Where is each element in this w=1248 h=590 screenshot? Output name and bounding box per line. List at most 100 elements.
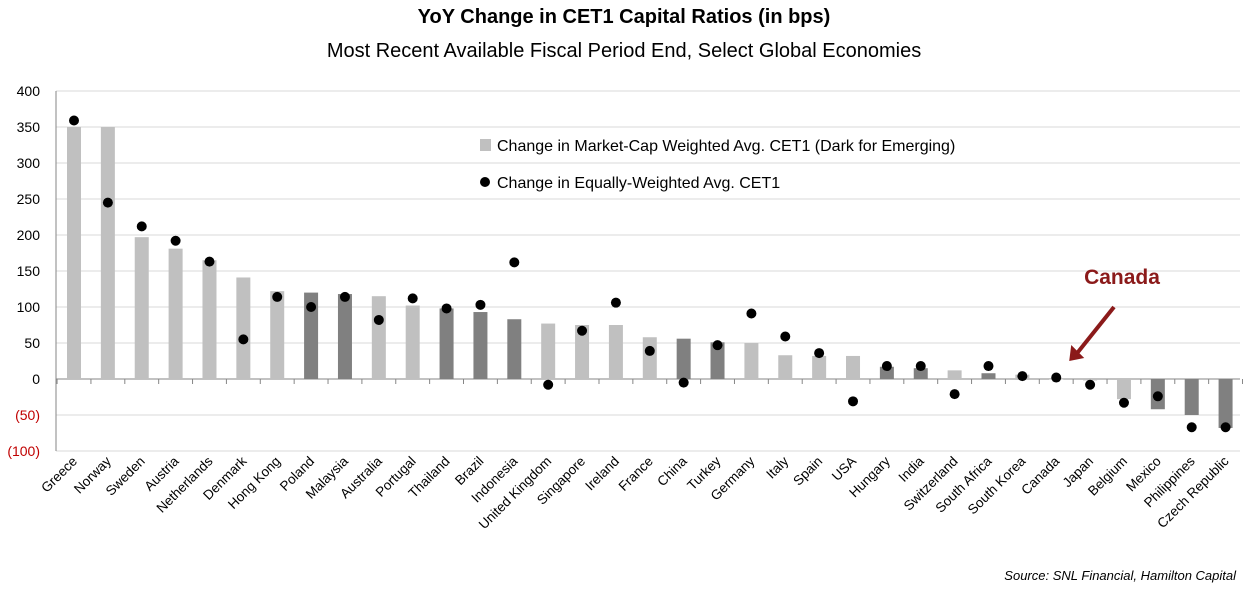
chart-subtitle: Most Recent Available Fiscal Period End,… bbox=[326, 40, 922, 62]
bar bbox=[981, 373, 996, 379]
bar bbox=[1184, 379, 1199, 415]
y-tick-label: (50) bbox=[15, 407, 40, 423]
bar bbox=[439, 308, 454, 379]
gridlines bbox=[56, 90, 1240, 452]
legend-dot-swatch bbox=[480, 177, 490, 187]
category-label: USA bbox=[829, 454, 859, 484]
dot bbox=[1017, 371, 1028, 382]
dot bbox=[1085, 379, 1096, 390]
bar bbox=[676, 338, 691, 379]
dot bbox=[543, 379, 554, 390]
bar bbox=[642, 337, 657, 379]
callout-arrow-shaft bbox=[1075, 305, 1116, 355]
dot bbox=[915, 361, 926, 372]
axes: 400 350 300 250 200 150 100 50 0 (50) (100) bbox=[7, 83, 1244, 459]
bars bbox=[67, 127, 1233, 428]
bar bbox=[168, 248, 183, 379]
bar bbox=[812, 355, 827, 379]
dot bbox=[1220, 422, 1231, 433]
category-label: Canada bbox=[1018, 453, 1062, 497]
bar bbox=[541, 323, 556, 379]
dot bbox=[848, 396, 859, 407]
dot bbox=[577, 325, 588, 336]
callout-label: Canada bbox=[1084, 266, 1160, 289]
callout-arrow-head bbox=[1069, 345, 1085, 361]
bar bbox=[778, 355, 793, 379]
bar bbox=[405, 305, 420, 379]
y-tick-label: (100) bbox=[7, 443, 40, 459]
legend-label-bars: Change in Market-Cap Weighted Avg. CET1 … bbox=[497, 138, 955, 155]
dot bbox=[441, 303, 452, 314]
y-tick-label: 350 bbox=[17, 119, 41, 135]
dot bbox=[746, 308, 757, 319]
dot bbox=[373, 314, 384, 325]
bar bbox=[1116, 379, 1131, 400]
dot bbox=[1051, 372, 1062, 383]
dot bbox=[509, 257, 520, 268]
dot bbox=[238, 334, 249, 345]
y-tick-label: 200 bbox=[17, 227, 41, 243]
category-label: Ireland bbox=[582, 454, 622, 494]
bar bbox=[575, 325, 590, 379]
dot bbox=[407, 293, 418, 304]
bar bbox=[371, 296, 386, 379]
y-tick-label: 0 bbox=[32, 371, 40, 387]
canada-callout: Canada bbox=[1069, 266, 1160, 361]
dot bbox=[272, 291, 283, 302]
dot bbox=[170, 235, 181, 246]
bar bbox=[879, 366, 894, 379]
y-tick-label: 50 bbox=[24, 335, 40, 351]
bar bbox=[67, 127, 81, 379]
y-tick-label: 150 bbox=[17, 263, 41, 279]
bar bbox=[270, 291, 285, 379]
dot bbox=[644, 345, 655, 356]
dot bbox=[204, 256, 215, 267]
y-tick-label: 100 bbox=[17, 299, 41, 315]
dot bbox=[102, 197, 113, 208]
dot bbox=[610, 297, 621, 308]
category-labels: GreeceNorwaySwedenAustriaNetherlandsDenm… bbox=[38, 453, 1232, 532]
bar bbox=[304, 292, 319, 379]
dots bbox=[69, 115, 1231, 433]
dot bbox=[339, 291, 350, 302]
bar bbox=[608, 325, 623, 379]
dot bbox=[983, 361, 994, 372]
y-tick-label: 250 bbox=[17, 191, 41, 207]
legend-label-dots: Change in Equally-Weighted Avg. CET1 bbox=[497, 175, 780, 192]
dot bbox=[678, 377, 689, 388]
category-label: Italy bbox=[763, 453, 791, 481]
dot bbox=[475, 299, 486, 310]
bar bbox=[846, 355, 861, 379]
dot bbox=[780, 331, 791, 342]
bar bbox=[913, 368, 928, 379]
dot bbox=[69, 115, 79, 126]
bar bbox=[507, 319, 522, 379]
source-note: Source: SNL Financial, Hamilton Capital bbox=[1004, 568, 1236, 583]
dot bbox=[949, 389, 960, 400]
dot bbox=[1152, 391, 1163, 402]
dot bbox=[136, 221, 147, 232]
dot bbox=[712, 340, 723, 351]
dot bbox=[814, 348, 825, 359]
dot bbox=[1118, 397, 1129, 408]
y-tick-label: 400 bbox=[17, 83, 41, 99]
category-label: Spain bbox=[790, 454, 825, 489]
bar bbox=[1083, 379, 1098, 381]
bar bbox=[1218, 379, 1233, 428]
bar bbox=[744, 343, 759, 379]
chart-title: YoY Change in CET1 Capital Ratios (in bp… bbox=[417, 6, 831, 28]
bar bbox=[947, 370, 962, 379]
dot bbox=[306, 302, 317, 312]
dot bbox=[1186, 422, 1197, 433]
bar bbox=[710, 342, 725, 379]
bar bbox=[134, 237, 149, 379]
bar bbox=[236, 277, 251, 379]
bar bbox=[473, 312, 488, 379]
bar bbox=[202, 260, 217, 379]
bar bbox=[337, 294, 352, 379]
legend: Change in Market-Cap Weighted Avg. CET1 … bbox=[480, 138, 955, 192]
legend-bar-swatch bbox=[480, 139, 491, 151]
category-label: France bbox=[616, 454, 656, 494]
bar bbox=[100, 127, 115, 379]
